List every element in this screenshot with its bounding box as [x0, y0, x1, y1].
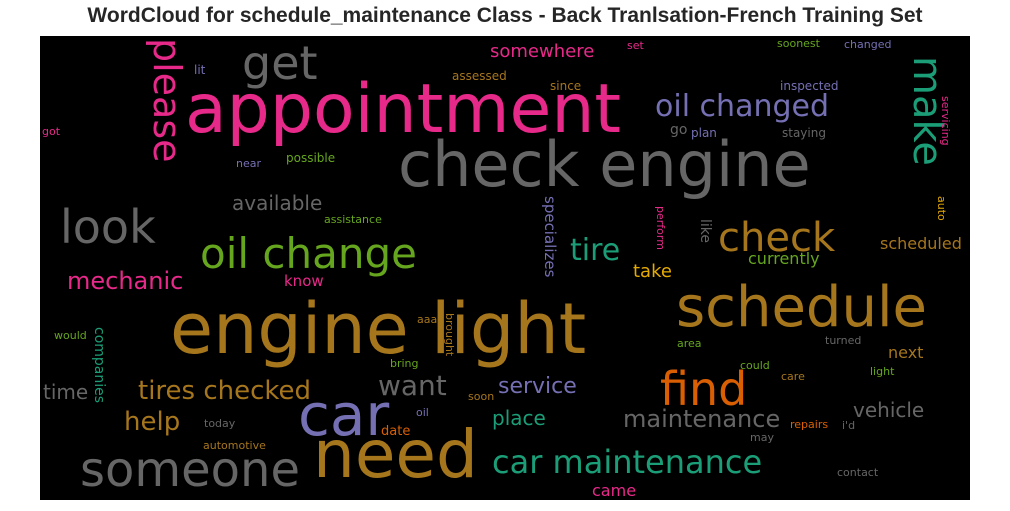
word-assessed: assessed: [452, 69, 507, 83]
word-available: available: [232, 191, 323, 215]
word-changed: changed: [844, 38, 892, 51]
word-car: car: [298, 381, 390, 449]
word-light: light: [870, 365, 895, 378]
word-date: date: [381, 424, 411, 439]
word-since: since: [550, 79, 582, 93]
word-area: area: [677, 337, 702, 350]
word-help: help: [124, 407, 181, 437]
word-engine-light: engine light: [170, 288, 587, 370]
word-place: place: [492, 406, 546, 430]
word-someone: someone: [80, 442, 300, 498]
word-car-maintenance: car maintenance: [492, 443, 763, 481]
word-lit: lit: [194, 63, 206, 77]
word-repairs: repairs: [790, 418, 829, 431]
word-soonest: soonest: [777, 37, 820, 50]
word-care: care: [781, 370, 805, 383]
word-know: know: [284, 272, 324, 290]
word-please: please: [145, 38, 189, 163]
word-got: got: [42, 125, 61, 138]
word-mechanic: mechanic: [67, 267, 184, 295]
word-tires-checked: tires checked: [138, 376, 312, 406]
word-want: want: [378, 369, 447, 402]
word-check: check: [718, 215, 836, 261]
word-go: go: [670, 122, 688, 138]
word-vehicle: vehicle: [853, 398, 925, 422]
word-bring: bring: [390, 357, 419, 370]
word-automotive: automotive: [203, 439, 266, 452]
chart-title: WordCloud for schedule_maintenance Class…: [87, 4, 923, 27]
word-appointment: appointment: [185, 70, 622, 149]
word-currently: currently: [748, 249, 820, 268]
word-maintenance: maintenance: [623, 405, 781, 433]
word-oil-changed: oil changed: [655, 89, 830, 124]
word-turned: turned: [825, 334, 862, 347]
word-set: set: [627, 39, 644, 52]
word-soon: soon: [468, 390, 495, 403]
word-plan: plan: [691, 126, 717, 140]
word-would: would: [54, 329, 87, 342]
word-aaa: aaa: [417, 313, 438, 326]
word-check-engine: check engine: [398, 128, 811, 201]
word-came: came: [592, 481, 637, 500]
word-today: today: [204, 417, 236, 430]
word-time: time: [43, 380, 89, 404]
word-inspected: inspected: [780, 79, 839, 93]
word-brought: brought: [443, 313, 456, 357]
word-perform: perform: [654, 206, 667, 250]
word-service: service: [498, 374, 577, 399]
word-somewhere: somewhere: [490, 41, 595, 62]
word-get: get: [242, 36, 318, 90]
word-may: may: [750, 431, 774, 444]
word-like: like: [697, 219, 713, 244]
word-scheduled: scheduled: [880, 234, 962, 253]
word-near: near: [236, 157, 262, 170]
word-take: take: [633, 261, 672, 282]
word-staying: staying: [782, 126, 826, 140]
word-servicing: servicing: [939, 96, 952, 146]
word-companies: companies: [91, 327, 107, 404]
word-need: need: [313, 416, 478, 493]
word-i-d: i'd: [842, 419, 856, 432]
word-look: look: [60, 200, 156, 254]
word-could: could: [740, 359, 770, 372]
word-oil-change: oil change: [200, 229, 417, 278]
word-tire: tire: [570, 233, 621, 268]
word-auto: auto: [935, 196, 948, 221]
word-oil: oil: [416, 406, 429, 419]
word-find: find: [660, 362, 748, 416]
wordcloud-canvas: appointment check engine engine light need s…: [40, 36, 970, 500]
word-contact: contact: [837, 466, 879, 479]
word-schedule: schedule: [676, 275, 927, 340]
word-specializes: specializes: [541, 196, 559, 278]
word-assistance: assistance: [324, 213, 382, 226]
word-next: next: [888, 343, 924, 362]
word-make: make: [904, 56, 950, 166]
word-possible: possible: [286, 151, 336, 165]
